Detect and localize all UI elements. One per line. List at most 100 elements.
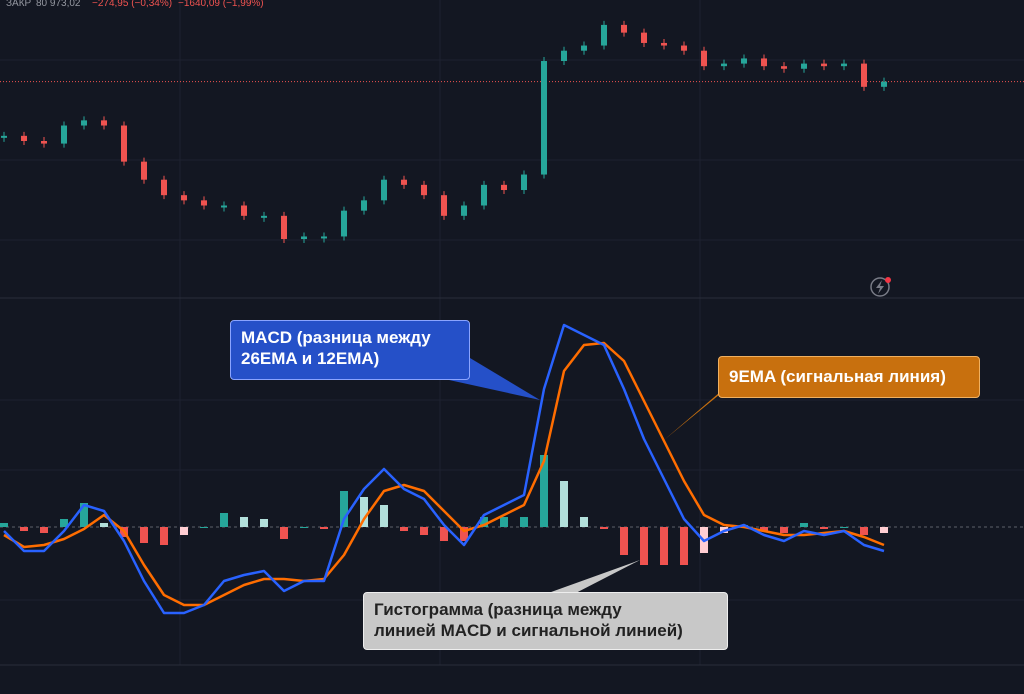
histogram-bar xyxy=(420,527,428,535)
macd-callout: MACD (разница между 26EMA и 12EMA) xyxy=(230,320,470,380)
histogram-bar xyxy=(300,527,308,528)
histogram-bar xyxy=(80,503,88,527)
candle xyxy=(641,32,647,43)
candle xyxy=(401,179,407,185)
histogram-bar xyxy=(820,527,828,529)
candle xyxy=(841,63,847,67)
histogram-bar xyxy=(800,523,808,527)
candle xyxy=(261,215,267,218)
histogram-bar xyxy=(20,527,28,531)
candle xyxy=(381,179,387,201)
histogram-bar xyxy=(60,519,68,527)
histogram-bar xyxy=(220,513,228,527)
candle xyxy=(721,63,727,67)
histogram-bar xyxy=(780,527,788,533)
histogram-bar xyxy=(100,523,108,527)
histogram-bar xyxy=(480,517,488,527)
candle xyxy=(121,125,127,162)
candle xyxy=(421,184,427,196)
header-change-alt: −1640,09 (−1,99%) xyxy=(178,0,264,9)
candle xyxy=(81,120,87,126)
histogram-bar xyxy=(520,517,528,527)
candle xyxy=(181,195,187,201)
histogram-bar xyxy=(360,497,368,527)
candle xyxy=(281,215,287,240)
histogram-bar xyxy=(340,491,348,527)
callout-text: линией MACD и сигнальной линией) xyxy=(374,621,683,640)
candle xyxy=(161,179,167,196)
histogram-bar xyxy=(640,527,648,565)
candle xyxy=(761,58,767,67)
histogram-bar xyxy=(140,527,148,543)
histogram-bar xyxy=(660,527,668,565)
histogram-callout: Гистограмма (разница между линией MACD и… xyxy=(363,592,728,650)
candle xyxy=(701,50,707,67)
callout-text: Гистограмма (разница между xyxy=(374,600,622,619)
candle xyxy=(541,61,547,175)
histogram-bar xyxy=(760,527,768,531)
histogram-bar xyxy=(380,505,388,527)
histogram-bar xyxy=(680,527,688,565)
grid xyxy=(0,0,1024,665)
candle xyxy=(61,125,67,144)
candle xyxy=(481,184,487,206)
histogram-bar xyxy=(180,527,188,535)
candle xyxy=(441,195,447,216)
candle xyxy=(361,200,367,211)
histogram-bar xyxy=(500,517,508,527)
histogram-bar xyxy=(620,527,628,555)
candle xyxy=(321,236,327,239)
candle xyxy=(461,205,467,216)
candle xyxy=(581,45,587,51)
candle xyxy=(341,210,347,237)
candle xyxy=(681,45,687,51)
histogram-bar xyxy=(560,481,568,527)
header-change: −274,95 (−0,34%) xyxy=(92,0,172,9)
macd-line xyxy=(3,323,885,615)
histogram-bar xyxy=(240,517,248,527)
candle xyxy=(741,58,747,64)
callout-pointer xyxy=(540,560,640,596)
candle xyxy=(661,42,667,46)
histogram-bar xyxy=(880,527,888,533)
header-label: ЗАКР xyxy=(6,0,32,9)
candle xyxy=(861,63,867,87)
candle xyxy=(201,200,207,206)
histogram-bar xyxy=(40,527,48,533)
candle xyxy=(141,161,147,180)
candle xyxy=(1,135,7,138)
histogram-bar xyxy=(860,527,868,535)
candle xyxy=(881,81,887,87)
candle xyxy=(801,63,807,69)
candle xyxy=(601,24,607,46)
histogram-bar xyxy=(320,527,328,529)
candle xyxy=(621,24,627,33)
candle xyxy=(241,205,247,216)
alert-icon[interactable] xyxy=(870,277,891,297)
histogram-bar xyxy=(200,527,208,528)
histogram-bar xyxy=(600,527,608,529)
candle xyxy=(221,205,227,208)
header-price: 80 973,02 xyxy=(36,0,81,9)
candle xyxy=(521,174,527,191)
histogram-bar xyxy=(260,519,268,527)
histogram-bar xyxy=(440,527,448,541)
candle xyxy=(501,184,507,191)
callout-text: 9EMA (сигнальная линия) xyxy=(729,367,946,386)
histogram-bar xyxy=(840,527,848,528)
candle xyxy=(301,236,307,240)
histogram-bar xyxy=(580,517,588,527)
signal-callout: 9EMA (сигнальная линия) xyxy=(718,356,980,398)
histogram-bar xyxy=(160,527,168,545)
callout-text: MACD (разница между xyxy=(241,328,431,347)
callout-text: 26EMA и 12EMA) xyxy=(241,349,380,368)
histogram-bar xyxy=(540,455,548,527)
histogram-bar xyxy=(460,527,468,541)
histogram-bar xyxy=(400,527,408,531)
candle xyxy=(821,63,827,67)
candle xyxy=(101,120,107,126)
histogram-bar xyxy=(0,523,8,527)
candle xyxy=(21,135,27,141)
